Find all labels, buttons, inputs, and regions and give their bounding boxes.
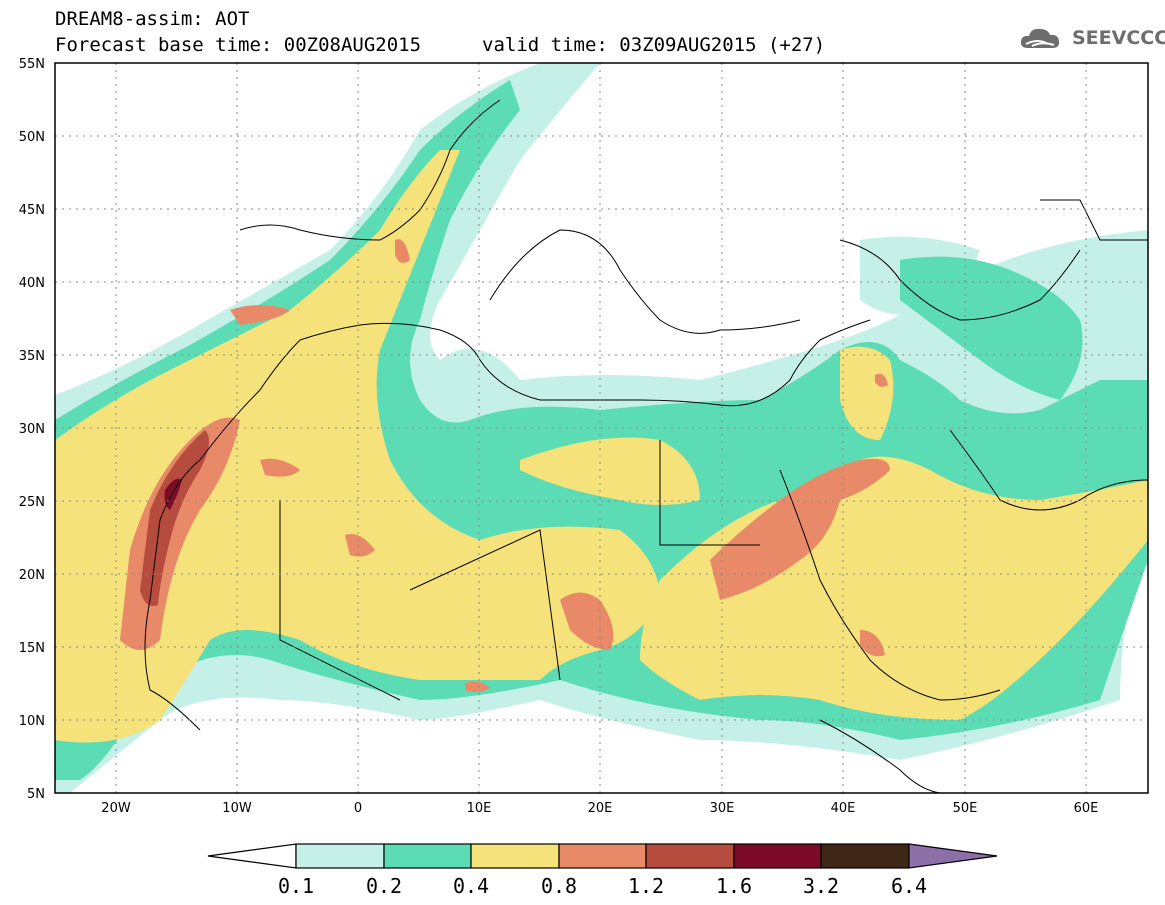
colorbar-label: 3.2 — [803, 874, 839, 898]
lat-label: 55N — [19, 57, 45, 72]
lat-label: 25N — [19, 495, 45, 510]
lat-label: 5N — [27, 787, 45, 802]
colorbar-segment — [645, 843, 735, 869]
colorbar-label: 0.8 — [541, 874, 577, 898]
lat-label: 40N — [19, 276, 45, 291]
colorbar-segment — [470, 843, 560, 869]
colorbar-segment — [733, 843, 822, 869]
lat-label: 50N — [19, 130, 45, 145]
colorbar-segment — [558, 843, 647, 869]
colorbar-high-arrow — [908, 843, 998, 869]
map-title: DREAM8-assim: AOT — [55, 8, 250, 30]
lon-label: 20W — [101, 801, 131, 816]
colorbar-segment — [820, 843, 910, 869]
longitude-labels: 20W 10W 0 10E 20E 30E 40E 50E 60E — [101, 801, 1098, 816]
latitude-labels: 55N 50N 45N 40N 35N 30N 25N 20N 15N 10N … — [19, 57, 45, 802]
logo-text: SEEVCCC — [1072, 27, 1165, 49]
lat-label: 20N — [19, 568, 45, 583]
valid-time: valid time: 03Z09AUG2015 (+27) — [482, 34, 826, 56]
colorbar-label: 1.2 — [628, 874, 664, 898]
forecast-base-time: Forecast base time: 00Z08AUG2015 — [55, 34, 422, 56]
aot-band-1.2 — [140, 430, 209, 606]
lon-label: 10E — [467, 801, 492, 816]
plot-frame — [54, 62, 1149, 794]
lat-label: 35N — [19, 349, 45, 364]
lon-label: 20E — [588, 801, 613, 816]
colorbar-segment — [383, 843, 472, 869]
lat-label: 15N — [19, 641, 45, 656]
seevccc-logo: SEEVCCC — [1018, 24, 1165, 52]
aot-band-1.6 — [164, 478, 182, 510]
cloud-icon — [1020, 28, 1060, 48]
lat-label: 30N — [19, 422, 45, 437]
lon-label: 30E — [710, 801, 735, 816]
lon-label: 40E — [831, 801, 856, 816]
colorbar-label: 0.4 — [453, 874, 489, 898]
lon-label: 60E — [1074, 801, 1099, 816]
coastlines — [144, 99, 1148, 793]
colorbar-label: 0.1 — [278, 874, 314, 898]
colorbar: 0.1 0.2 0.4 0.8 1.2 1.6 3.2 6.4 — [207, 843, 998, 898]
graticule — [55, 63, 1148, 793]
colorbar-label: 1.6 — [716, 874, 752, 898]
colorbar-label: 0.2 — [366, 874, 402, 898]
lat-label: 10N — [19, 714, 45, 729]
lat-label: 45N — [19, 203, 45, 218]
colorbar-label: 6.4 — [891, 874, 927, 898]
colorbar-low-arrow — [207, 843, 297, 869]
lon-label: 0 — [354, 801, 362, 816]
colorbar-segment — [295, 843, 385, 869]
lon-label: 10W — [222, 801, 252, 816]
lon-label: 50E — [953, 801, 978, 816]
